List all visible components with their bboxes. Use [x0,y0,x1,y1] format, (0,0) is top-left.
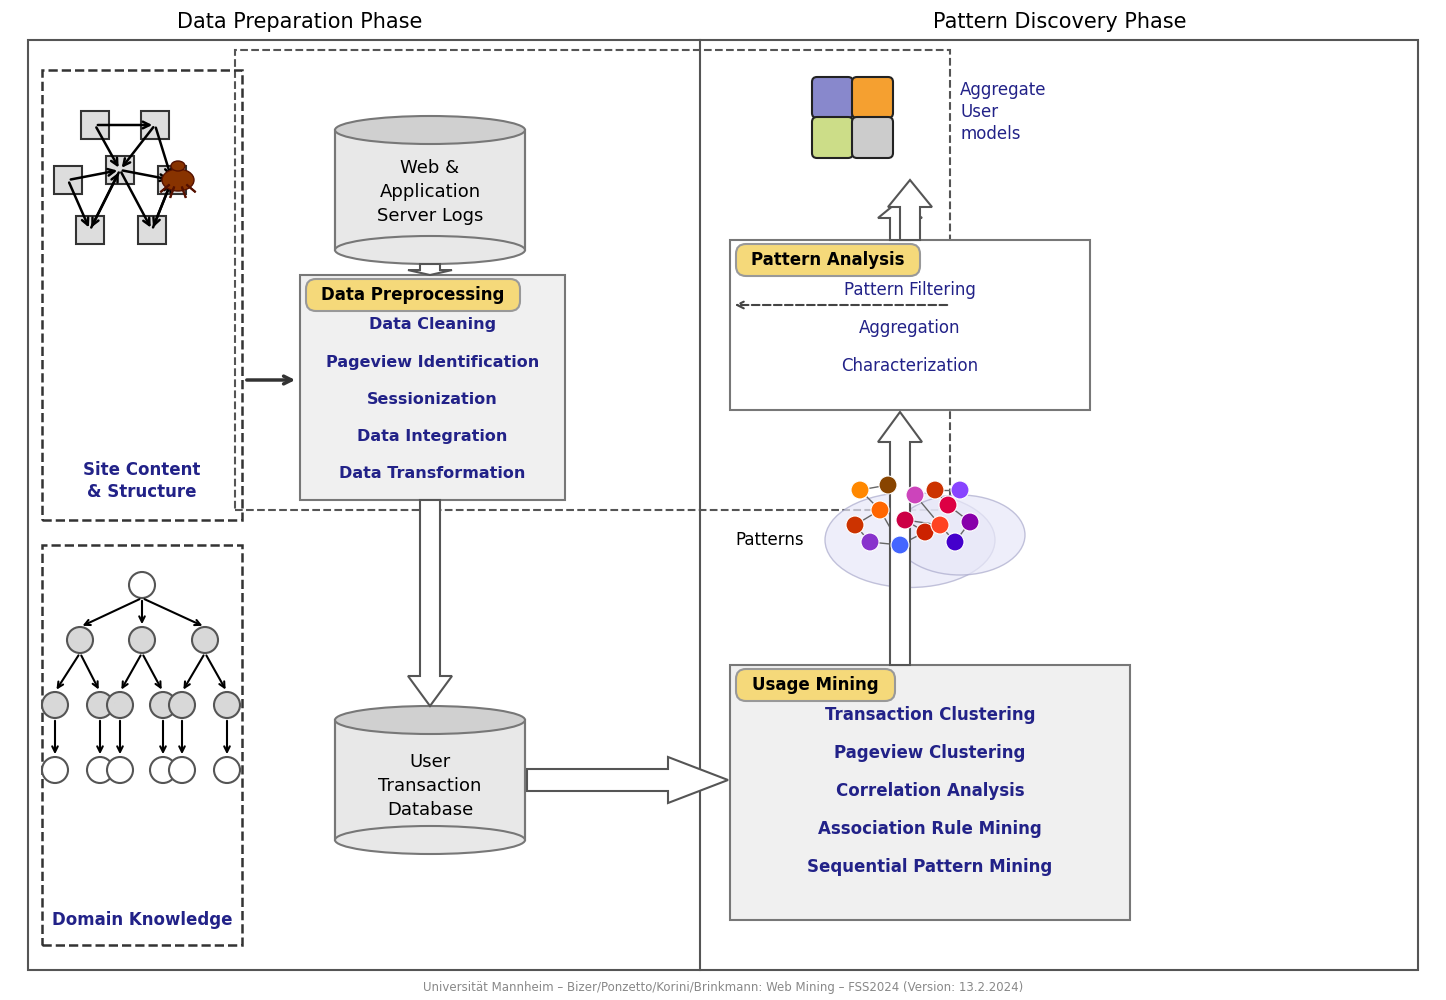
Text: Application: Application [379,183,480,201]
Circle shape [879,476,897,494]
Text: models: models [960,125,1021,143]
Bar [158,166,187,194]
Text: Association Rule Mining: Association Rule Mining [818,820,1043,838]
Circle shape [962,513,979,531]
Circle shape [938,496,957,514]
FancyBboxPatch shape [813,77,853,118]
Circle shape [129,572,155,598]
Polygon shape [888,180,933,240]
Bar [299,275,565,500]
Text: Database: Database [388,801,473,819]
Ellipse shape [895,495,1025,575]
Text: Data Integration: Data Integration [357,428,508,444]
Text: Data Preprocessing: Data Preprocessing [321,286,505,304]
Text: Pageview Identification: Pageview Identification [325,355,539,369]
Text: Domain Knowledge: Domain Knowledge [52,911,233,929]
Ellipse shape [335,706,525,734]
Text: User: User [409,753,451,771]
Bar [54,166,82,194]
Circle shape [846,516,865,534]
Text: Data Preparation Phase: Data Preparation Phase [178,12,422,32]
Circle shape [169,757,195,783]
Text: Pattern Discovery Phase: Pattern Discovery Phase [933,12,1187,32]
Text: Web &: Web & [401,159,460,177]
FancyBboxPatch shape [736,244,920,276]
Text: Pageview Clustering: Pageview Clustering [834,744,1025,762]
Text: Data Cleaning: Data Cleaning [369,318,496,332]
Bar [77,216,104,244]
Bar [42,70,241,520]
Circle shape [150,757,176,783]
Text: User: User [960,103,998,121]
Bar [142,111,169,139]
Circle shape [150,692,176,718]
Text: Characterization: Characterization [842,357,979,375]
Text: Transaction Clustering: Transaction Clustering [824,706,1035,724]
Circle shape [897,511,914,529]
Text: Sequential Pattern Mining: Sequential Pattern Mining [807,858,1053,876]
Bar [730,240,1090,410]
Circle shape [946,533,964,551]
FancyBboxPatch shape [852,117,894,158]
Circle shape [852,481,869,499]
Circle shape [169,692,195,718]
Ellipse shape [171,161,185,171]
Circle shape [42,757,68,783]
Text: Server Logs: Server Logs [377,207,483,225]
Circle shape [129,627,155,653]
Polygon shape [408,264,453,275]
Text: Aggregate: Aggregate [960,81,1047,99]
Circle shape [67,627,93,653]
Circle shape [192,627,218,653]
Circle shape [907,486,924,504]
Text: Site Content: Site Content [84,461,201,479]
Bar [335,130,525,250]
Ellipse shape [335,116,525,144]
Text: Sessionization: Sessionization [367,391,497,406]
Polygon shape [878,412,923,665]
Bar [137,216,166,244]
Circle shape [891,536,910,554]
FancyBboxPatch shape [307,279,521,311]
Polygon shape [408,500,453,706]
Circle shape [107,757,133,783]
Bar [81,111,108,139]
Text: Pattern Filtering: Pattern Filtering [844,281,976,299]
Circle shape [931,516,949,534]
Polygon shape [526,757,727,803]
Circle shape [87,692,113,718]
Bar [335,720,525,840]
Text: Transaction: Transaction [379,777,482,795]
Bar [42,545,241,945]
Text: Data Transformation: Data Transformation [340,466,526,481]
Circle shape [951,481,969,499]
Text: Pattern Analysis: Pattern Analysis [752,251,905,269]
Bar [106,156,134,184]
Circle shape [87,757,113,783]
Circle shape [214,757,240,783]
Circle shape [925,481,944,499]
Text: Correlation Analysis: Correlation Analysis [836,782,1024,800]
FancyBboxPatch shape [813,117,853,158]
Text: Aggregation: Aggregation [859,319,960,337]
Circle shape [107,692,133,718]
Text: & Structure: & Structure [87,483,197,501]
Ellipse shape [826,492,995,587]
Circle shape [860,533,879,551]
Text: Patterns: Patterns [736,531,804,549]
Circle shape [214,692,240,718]
Text: Universität Mannheim – Bizer/Ponzetto/Korini/Brinkmann: Web Mining – FSS2024 (Ve: Universität Mannheim – Bizer/Ponzetto/Ko… [422,982,1024,994]
FancyBboxPatch shape [852,77,894,118]
Polygon shape [878,200,923,240]
Ellipse shape [162,169,194,191]
Circle shape [42,692,68,718]
Ellipse shape [335,826,525,854]
FancyBboxPatch shape [736,669,895,701]
Circle shape [870,501,889,519]
Bar [730,665,1129,920]
Circle shape [915,523,934,541]
Bar [236,50,950,510]
Ellipse shape [335,236,525,264]
Text: Usage Mining: Usage Mining [752,676,879,694]
